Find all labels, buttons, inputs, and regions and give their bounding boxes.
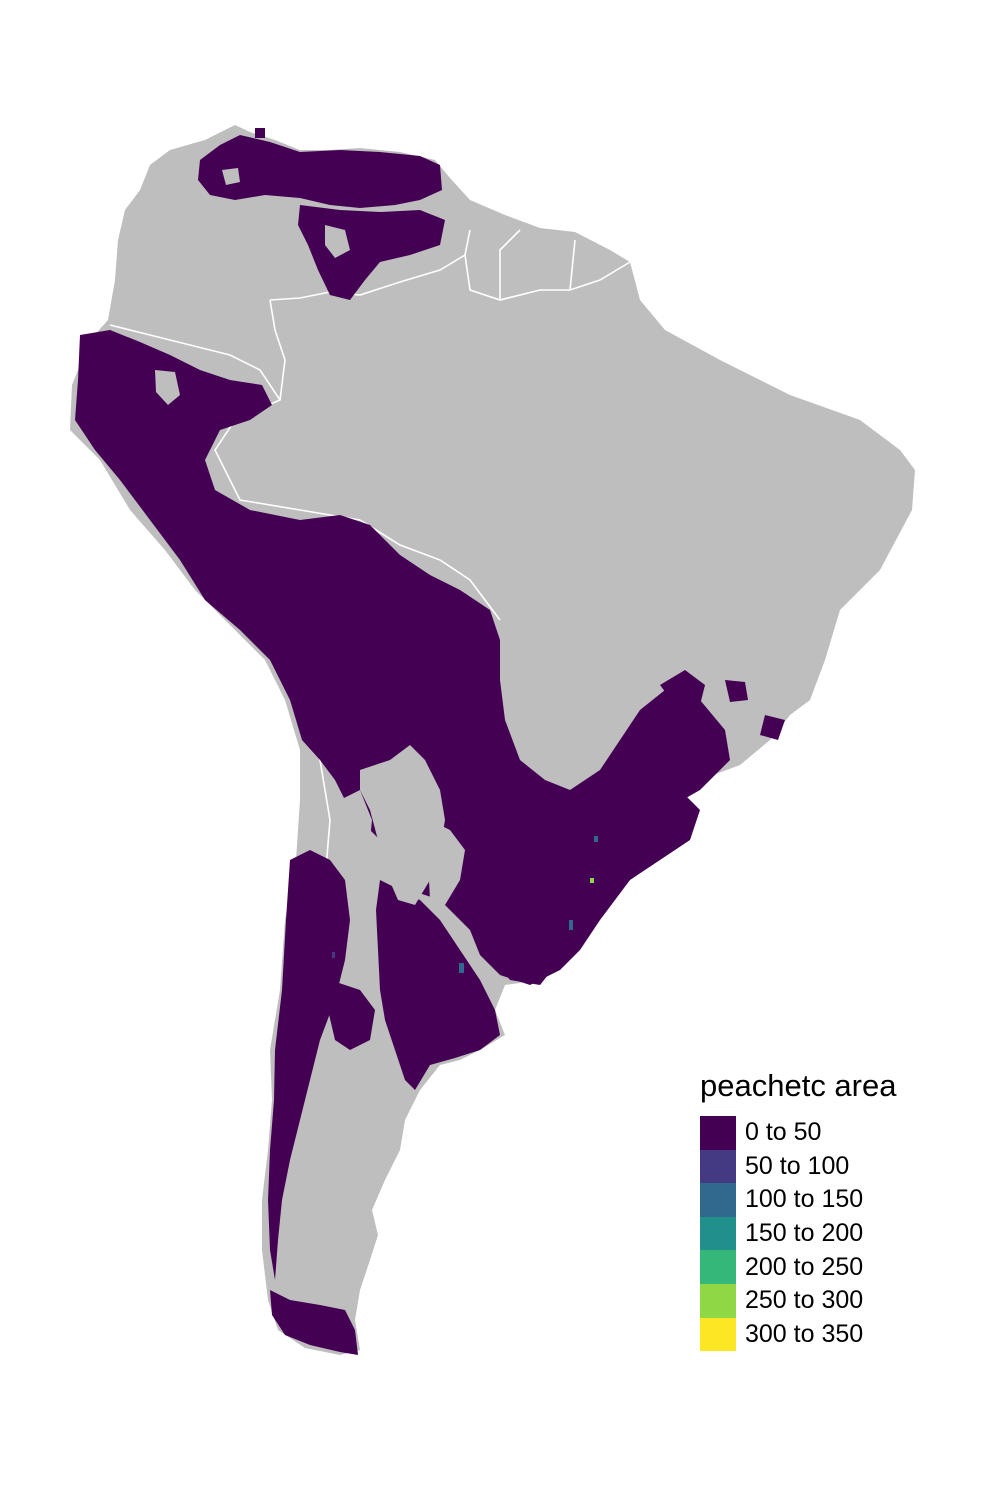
legend-swatch [700, 1283, 736, 1318]
legend-swatch [700, 1317, 736, 1352]
legend-label: 150 to 200 [745, 1219, 864, 1248]
legend-item: 50 to 100 [700, 1149, 960, 1184]
legend-item: 0 to 50 [700, 1116, 960, 1150]
legend: peachetc area 0 to 50 50 to 100 100 to 150… [700, 1068, 960, 1352]
legend-item: 100 to 150 [700, 1183, 960, 1217]
legend-swatch [700, 1216, 736, 1251]
legend-label: 0 to 50 [745, 1118, 822, 1147]
legend-items: 0 to 50 50 to 100 100 to 150 150 to 200 200 … [700, 1116, 960, 1352]
legend-swatch [700, 1149, 736, 1184]
legend-item: 250 to 300 [700, 1283, 960, 1318]
legend-label: 300 to 350 [745, 1319, 864, 1348]
legend-item: 150 to 200 [700, 1216, 960, 1251]
legend-label: 100 to 150 [745, 1185, 864, 1214]
legend-title: peachetc area [700, 1068, 897, 1103]
land-gaps [155, 168, 465, 1270]
high-value-specks [332, 836, 598, 973]
legend-label: 200 to 250 [745, 1252, 864, 1281]
legend-swatch [700, 1116, 736, 1150]
legend-label: 250 to 300 [745, 1286, 864, 1315]
legend-swatch [700, 1183, 736, 1217]
legend-item: 300 to 350 [700, 1317, 960, 1352]
legend-item: 200 to 250 [700, 1250, 960, 1284]
legend-label: 50 to 100 [745, 1151, 850, 1180]
legend-swatch [700, 1250, 736, 1284]
